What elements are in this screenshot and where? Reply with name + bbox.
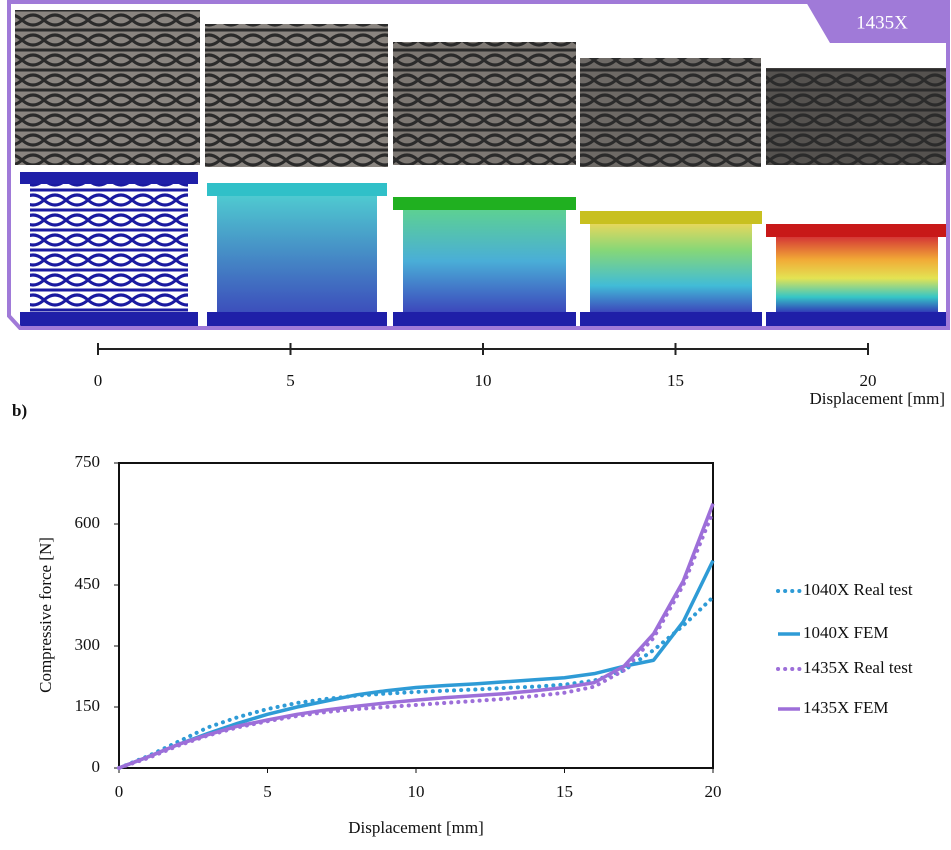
legend-label: 1435X FEM bbox=[803, 698, 888, 717]
y-tick-label: 0 bbox=[92, 757, 101, 776]
top-tick-label: 10 bbox=[475, 371, 492, 390]
fem-plate bbox=[766, 312, 948, 328]
panel-a-images bbox=[15, 10, 948, 328]
photo-lattice bbox=[393, 42, 576, 165]
y-tick-label: 300 bbox=[75, 635, 101, 654]
fem-model bbox=[30, 184, 188, 312]
fem-plate bbox=[20, 312, 198, 328]
series-line bbox=[117, 595, 715, 770]
fem-plate bbox=[20, 172, 198, 184]
panel-b-label: b) bbox=[12, 401, 27, 420]
y-tick-label: 600 bbox=[75, 513, 101, 532]
top-axis-title: Displacement [mm] bbox=[810, 389, 946, 408]
panel-a-frame bbox=[7, 0, 950, 330]
fem-model bbox=[403, 210, 566, 312]
top-tick-label: 20 bbox=[860, 371, 877, 390]
photo-lattice bbox=[766, 68, 946, 165]
fem-plate bbox=[580, 211, 762, 224]
plot-frame bbox=[118, 462, 714, 769]
y-tick-label: 750 bbox=[75, 452, 101, 471]
fem-plate bbox=[393, 197, 576, 210]
fem-plate bbox=[766, 224, 948, 237]
legend-label: 1040X FEM bbox=[803, 623, 888, 642]
top-tick-label: 15 bbox=[667, 371, 684, 390]
x-tick-label: 20 bbox=[705, 782, 722, 801]
top-tick-label: 5 bbox=[286, 371, 295, 390]
y-tick-label: 150 bbox=[75, 696, 101, 715]
legend-label: 1435X Real test bbox=[803, 658, 913, 677]
fem-plate bbox=[207, 183, 387, 196]
x-axis-title: Displacement [mm] bbox=[348, 818, 484, 837]
fem-plate bbox=[393, 312, 576, 328]
photo-lattice bbox=[580, 58, 761, 167]
x-tick-label: 5 bbox=[263, 782, 272, 801]
y-axis-title: Compressive force [N] bbox=[36, 537, 55, 693]
fem-plate bbox=[207, 312, 387, 328]
legend-label: 1040X Real test bbox=[803, 580, 913, 599]
x-tick-label: 10 bbox=[408, 782, 425, 801]
series-line bbox=[117, 509, 715, 770]
y-tick-label: 450 bbox=[75, 574, 101, 593]
x-tick-label: 15 bbox=[556, 782, 573, 801]
photo-lattice bbox=[205, 24, 388, 167]
fem-plate bbox=[580, 312, 762, 328]
fem-model bbox=[590, 224, 752, 312]
fem-model bbox=[776, 237, 938, 312]
series-line bbox=[118, 503, 715, 770]
panel-a-label: 1435X bbox=[856, 12, 908, 33]
photo-lattice bbox=[15, 10, 200, 165]
fem-model bbox=[217, 196, 377, 312]
label-tab bbox=[806, 2, 948, 43]
top-tick-label: 0 bbox=[94, 371, 103, 390]
x-tick-label: 0 bbox=[115, 782, 124, 801]
